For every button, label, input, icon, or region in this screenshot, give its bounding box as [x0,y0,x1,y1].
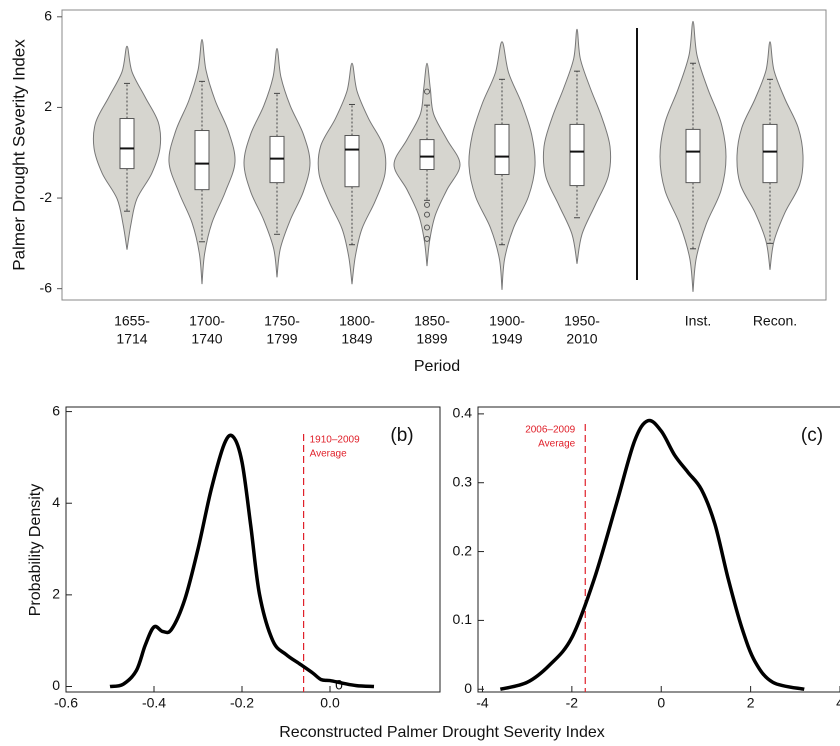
y-axis-label: Palmer Drought Severity Index [9,39,28,271]
panel-label: (b) [390,425,413,446]
reference-label: Average [310,449,348,460]
panel-label: (c) [801,425,823,446]
x-tick-label: 1850- [414,313,450,329]
box [569,123,585,187]
y-tick-label: 0.1 [453,611,473,627]
x-tick-label: 2 [747,695,755,711]
x-tick-label: -0.2 [230,695,254,711]
x-axis-label: Period [414,358,460,375]
x-axis-label: Reconstructed Palmer Drought Severity In… [279,724,604,741]
x-tick-label: 1849 [341,331,372,347]
x-tick-label: 1750- [264,313,300,329]
x-tick-label: -2 [566,695,579,711]
x-tick-label: 1899 [416,331,447,347]
density-line [499,418,805,691]
box [194,130,210,191]
x-tick-label: 1700- [189,313,225,329]
reference-label: Average [538,439,576,450]
box [762,123,778,184]
y-tick-label: -6 [40,279,53,295]
y-tick-label: 0.3 [453,473,473,489]
panel-c-frame [477,406,840,693]
box [119,118,135,170]
outlier [424,201,430,208]
outlier [424,224,430,231]
y-tick-label: 0 [52,677,60,693]
x-tick-label: 1800- [339,313,375,329]
outlier [424,211,430,218]
x-tick-label: 4 [836,695,840,711]
y-tick-label: 2 [44,98,52,114]
y-tick-label: -2 [40,189,53,205]
outlier [424,88,430,95]
x-tick-label: 1799 [266,331,297,347]
panel-a-frame [61,9,827,301]
x-tick-label: 1655- [114,313,150,329]
box [494,123,510,175]
x-tick-label: 0.0 [320,695,340,711]
y-tick-label: 0.2 [453,542,473,558]
y-tick-label: 6 [52,402,60,418]
x-tick-label: Recon. [753,313,797,329]
y-tick-label: 6 [44,8,52,24]
stray-label: 0 [335,677,343,693]
x-tick-label: Inst. [685,313,711,329]
y-tick-label: 2 [52,586,60,602]
y-tick-label: 0 [464,680,472,696]
y-axis-label: Probability Density [27,484,44,617]
box [685,128,701,184]
y-tick-label: 0.4 [453,405,473,421]
x-tick-label: 0 [657,695,665,711]
reference-label: 1910–2009 [310,435,360,446]
box [419,139,435,170]
x-tick-label: -0.6 [54,695,78,711]
y-tick-label: 4 [52,494,60,510]
density-line [109,433,375,689]
outlier [424,235,430,242]
x-tick-label: 2010 [566,331,597,347]
reference-label: 2006–2009 [525,425,575,436]
x-tick-label: 1740 [191,331,222,347]
box [344,135,360,188]
x-tick-label: 1950- [564,313,600,329]
x-tick-label: 1900- [489,313,525,329]
x-tick-label: -0.4 [142,695,166,711]
x-tick-label: -4 [476,695,489,711]
x-tick-label: 1714 [116,331,147,347]
x-tick-label: 1949 [491,331,522,347]
panel-b-frame [65,406,441,693]
